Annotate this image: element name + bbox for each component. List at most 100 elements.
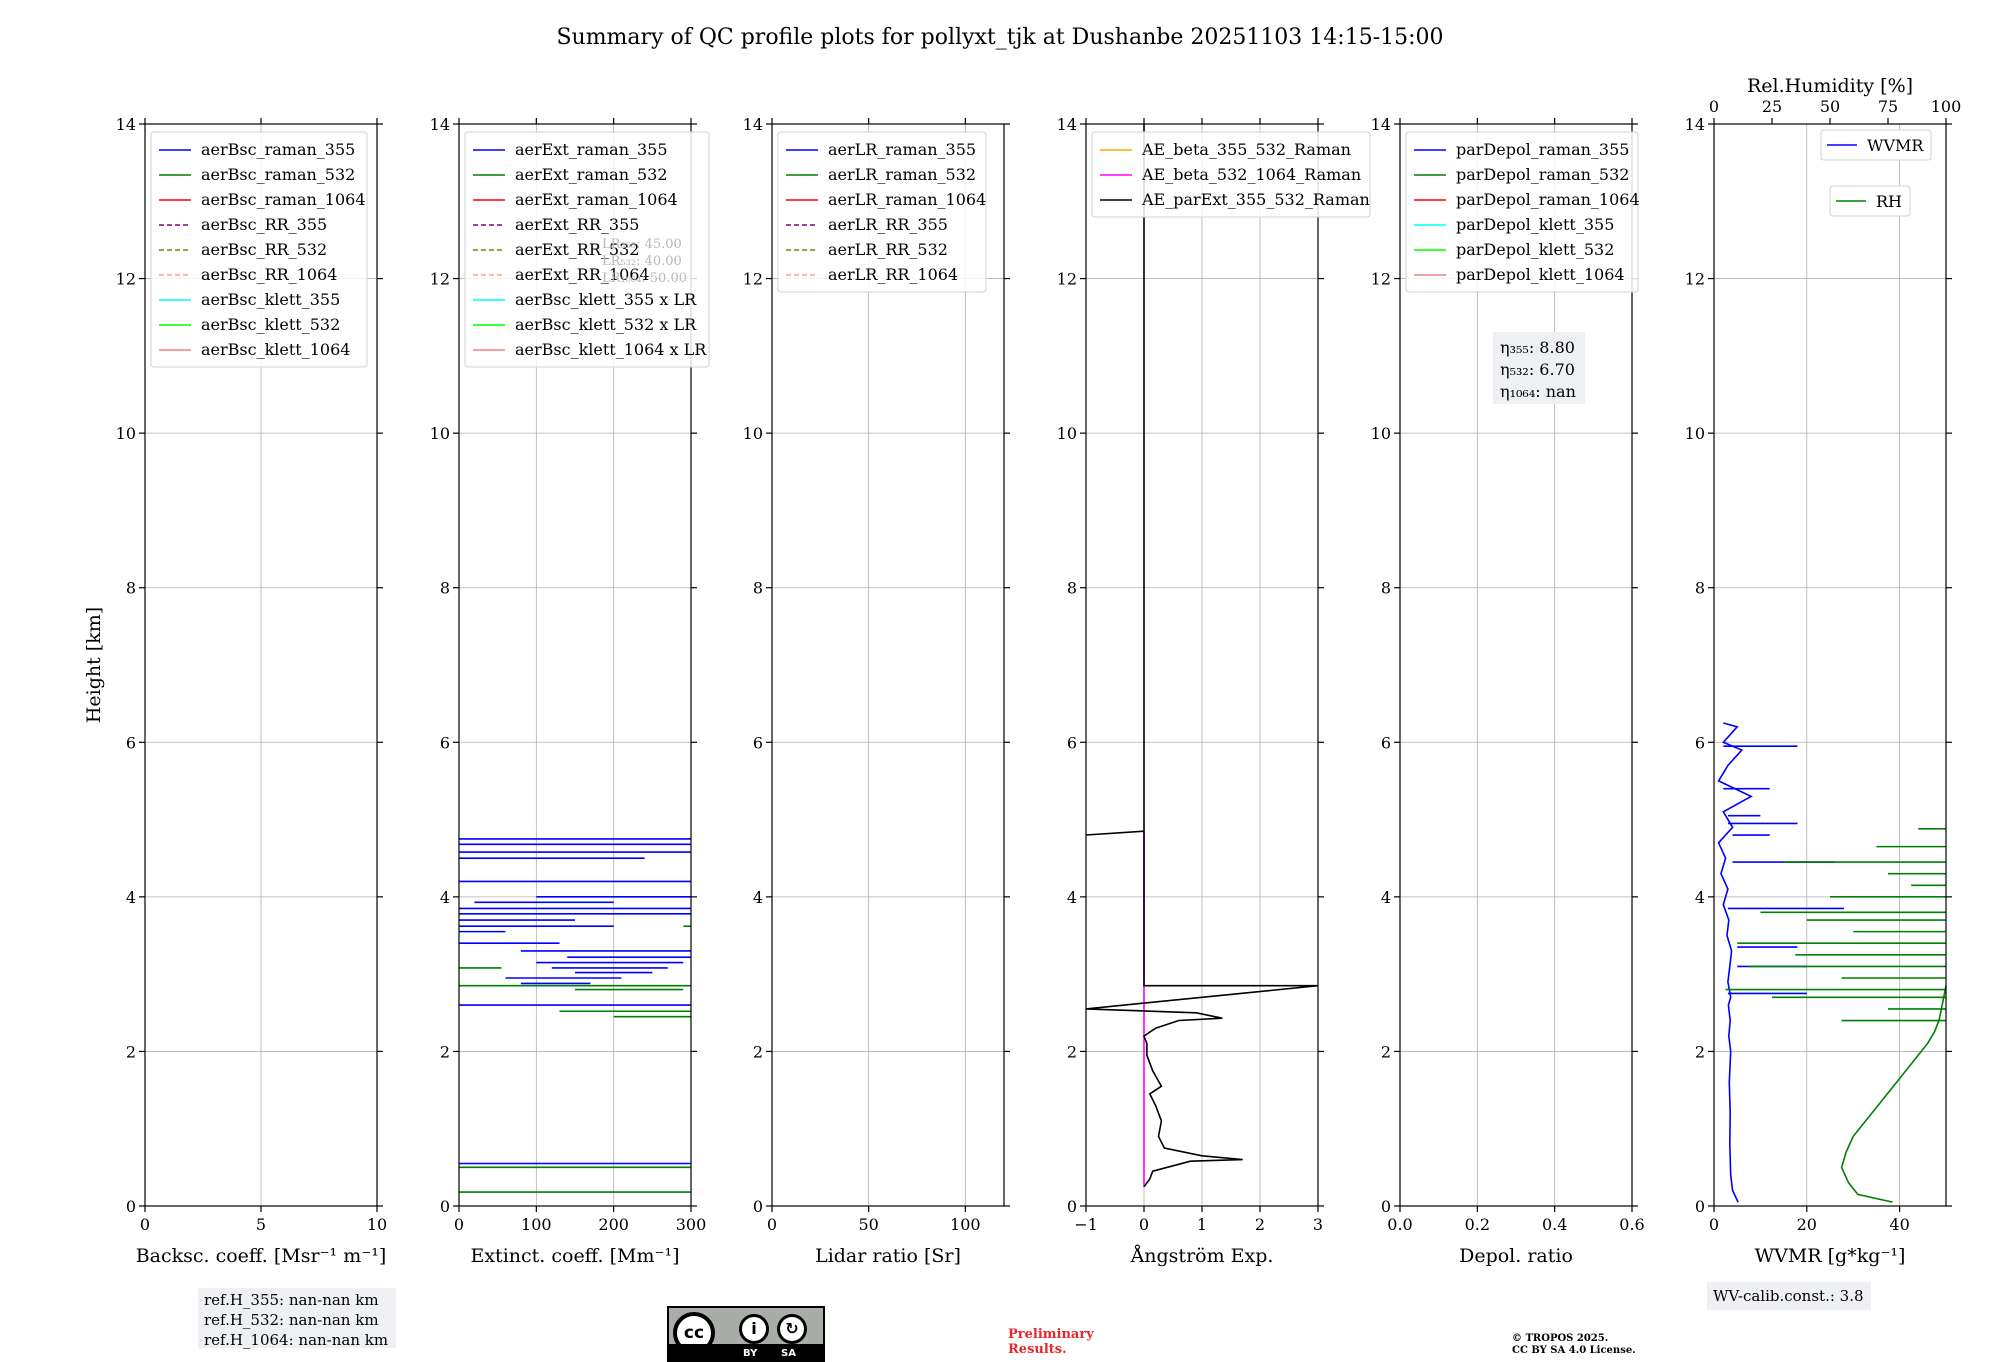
legend-box-depol (1405, 131, 1639, 293)
y-tick-label: 4 (126, 888, 136, 907)
top-x-tick-label: 100 (1931, 97, 1962, 116)
legend-label-aerExt_RR_355: aerExt_RR_355 (515, 215, 639, 234)
y-tick-label: 2 (753, 1042, 763, 1061)
x-tick-label: 50 (858, 1215, 878, 1234)
x-tick-label: 100 (950, 1215, 981, 1234)
y-tick-label: 6 (1067, 733, 1077, 752)
y-tick-label: 2 (440, 1042, 450, 1061)
y-tick-label: 12 (430, 270, 450, 289)
y-tick-label: 12 (116, 270, 136, 289)
series-line-AE_parExt_355_532_Raman (1086, 124, 1318, 1188)
eta-annotation: η₅₃₂: 6.70 (1500, 360, 1575, 379)
ref-height-532: ref.H_532: nan-nan km (204, 1311, 379, 1329)
legend-label-aerBsc_raman_355: aerBsc_raman_355 (201, 140, 355, 159)
panel-depol: 0 2 4 6 8 10 12 14 0.0 0.2 0.4 0.6 Depol. ratio parDe… (1371, 115, 1645, 1267)
legend-label-aerBsc_klett_532 x LR: aerBsc_klett_532 x LR (515, 315, 697, 334)
axes-frame-depol (1399, 123, 1633, 1207)
x-tick-label: 2 (1255, 1215, 1265, 1234)
y-tick-label: 6 (753, 733, 763, 752)
x-tick-label: 0.0 (1387, 1215, 1412, 1234)
x-axis-label: Depol. ratio (1459, 1245, 1573, 1267)
x-tick-label: 20 (1797, 1215, 1817, 1234)
ref-height-355: ref.H_355: nan-nan km (204, 1291, 379, 1309)
x-tick-label: 1 (1197, 1215, 1207, 1234)
y-tick-label: 2 (1067, 1042, 1077, 1061)
x-tick-label: 0.6 (1619, 1215, 1644, 1234)
by-label: BY (743, 1348, 758, 1359)
lidar-ratio-annotation: LR₅₃₂: 40.00 (602, 254, 682, 269)
y-tick-label: 6 (1381, 733, 1391, 752)
creative-commons-icon[interactable]: cc i ↻ BY SA (667, 1306, 825, 1362)
y-tick-label: 8 (126, 579, 136, 598)
x-tick-label: 0 (767, 1215, 777, 1234)
y-tick-label: 12 (1685, 270, 1705, 289)
x-axis-label: Ångström Exp. (1130, 1245, 1274, 1267)
y-tick-label: 14 (1685, 115, 1705, 134)
axes-frame-ext (458, 123, 692, 1207)
legend-label-aerBsc_raman_532: aerBsc_raman_532 (201, 165, 355, 184)
axes-frame-lr (771, 123, 1005, 1207)
copyright-note: © TROPOS 2025. CC BY SA 4.0 License. (1512, 1333, 1712, 1357)
legend-box (1820, 129, 1932, 161)
y-tick-label: 0 (753, 1197, 763, 1216)
y-tick-label: 0 (440, 1197, 450, 1216)
y-tick-label: 0 (1695, 1197, 1705, 1216)
legend-label-parDepol_raman_1064: parDepol_raman_1064 (1456, 190, 1640, 209)
y-tick-label: 6 (440, 733, 450, 752)
x-tick-label: 0.2 (1465, 1215, 1490, 1234)
y-tick-label: 0 (1067, 1197, 1077, 1216)
top-x-tick-label: 0 (1709, 97, 1719, 116)
legend-box-ext (464, 131, 710, 368)
y-tick-label: 14 (743, 115, 763, 134)
x-tick-label: 5 (256, 1215, 266, 1234)
legend-label-aerExt_RR_532: aerExt_RR_532 (515, 240, 639, 259)
x-axis-label: Lidar ratio [Sr] (815, 1245, 961, 1267)
legend-label-parDepol_raman_532: parDepol_raman_532 (1456, 165, 1629, 184)
y-tick-label: 14 (430, 115, 450, 134)
y-tick-label: 8 (1695, 579, 1705, 598)
wv-calibration-box: WV-calib.const.: 3.8 (1707, 1282, 1871, 1310)
y-tick-label: 14 (1371, 115, 1391, 134)
x-axis-label: Backsc. coeff. [Msr⁻¹ m⁻¹] (136, 1245, 387, 1267)
x-tick-label: 100 (521, 1215, 552, 1234)
top-x-axis-label: Rel.Humidity [%] (1747, 75, 1913, 97)
legend-label-aerBsc_klett_355: aerBsc_klett_355 (201, 290, 340, 309)
y-tick-label: 10 (1685, 424, 1705, 443)
legend-label-aerLR_RR_1064: aerLR_RR_1064 (828, 265, 958, 284)
legend-label-AE_beta_532_1064_Raman: AE_beta_532_1064_Raman (1141, 165, 1361, 184)
lidar-ratio-annotation: LR₁₀₆₄: 50.00 (602, 271, 687, 286)
reference-heights-box: ref.H_355: nan-nan km ref.H_532: nan-nan… (198, 1288, 396, 1349)
legend-label-WVMR: WVMR (1867, 136, 1924, 155)
legend-label-aerExt_raman_532: aerExt_raman_532 (515, 165, 668, 184)
y-tick-label: 6 (126, 733, 136, 752)
legend-label-AE_beta_355_532_Raman: AE_beta_355_532_Raman (1141, 140, 1351, 159)
legend-label-aerLR_raman_355: aerLR_raman_355 (828, 140, 976, 159)
eta-annotation: η₁₀₆₄: nan (1500, 382, 1576, 401)
y-tick-label: 12 (743, 270, 763, 289)
y-tick-label: 12 (1371, 270, 1391, 289)
preliminary-line-2: Results. (1008, 1342, 1067, 1357)
y-tick-label: 14 (1057, 115, 1077, 134)
y-tick-label: 6 (1695, 733, 1705, 752)
legend-label-aerBsc_klett_532: aerBsc_klett_532 (201, 315, 340, 334)
y-tick-label: 2 (126, 1042, 136, 1061)
y-tick-label: 8 (440, 579, 450, 598)
x-tick-label: −1 (1074, 1215, 1098, 1234)
copyright-line-2: CC BY SA 4.0 License. (1512, 1345, 1636, 1356)
lidar-ratio-annotation: LR₃₅₅: 45.00 (602, 237, 682, 252)
y-tick-label: 14 (116, 115, 136, 134)
top-x-tick-label: 25 (1762, 97, 1782, 116)
y-tick-label: 0 (1381, 1197, 1391, 1216)
copyright-line-1: © TROPOS 2025. (1512, 1333, 1609, 1344)
by-person-icon: i (739, 1314, 769, 1344)
y-tick-label: 4 (1695, 888, 1705, 907)
x-axis-label: Extinct. coeff. [Mm⁻¹] (470, 1245, 679, 1267)
series-group-ext (459, 838, 691, 1193)
y-tick-label: 4 (1067, 888, 1077, 907)
panel-bsc: 0 2 4 6 8 10 12 14 0 5 10 Backsc. coeff. [Msr⁻¹ m⁻¹… (83, 115, 387, 1267)
panel-ext: 0 2 4 6 8 10 12 14 0 100 200 300 Extinct. coeff. [Mm… (430, 115, 710, 1267)
eta-annotation-box (1493, 332, 1585, 404)
legend-box-bsc (150, 131, 368, 368)
